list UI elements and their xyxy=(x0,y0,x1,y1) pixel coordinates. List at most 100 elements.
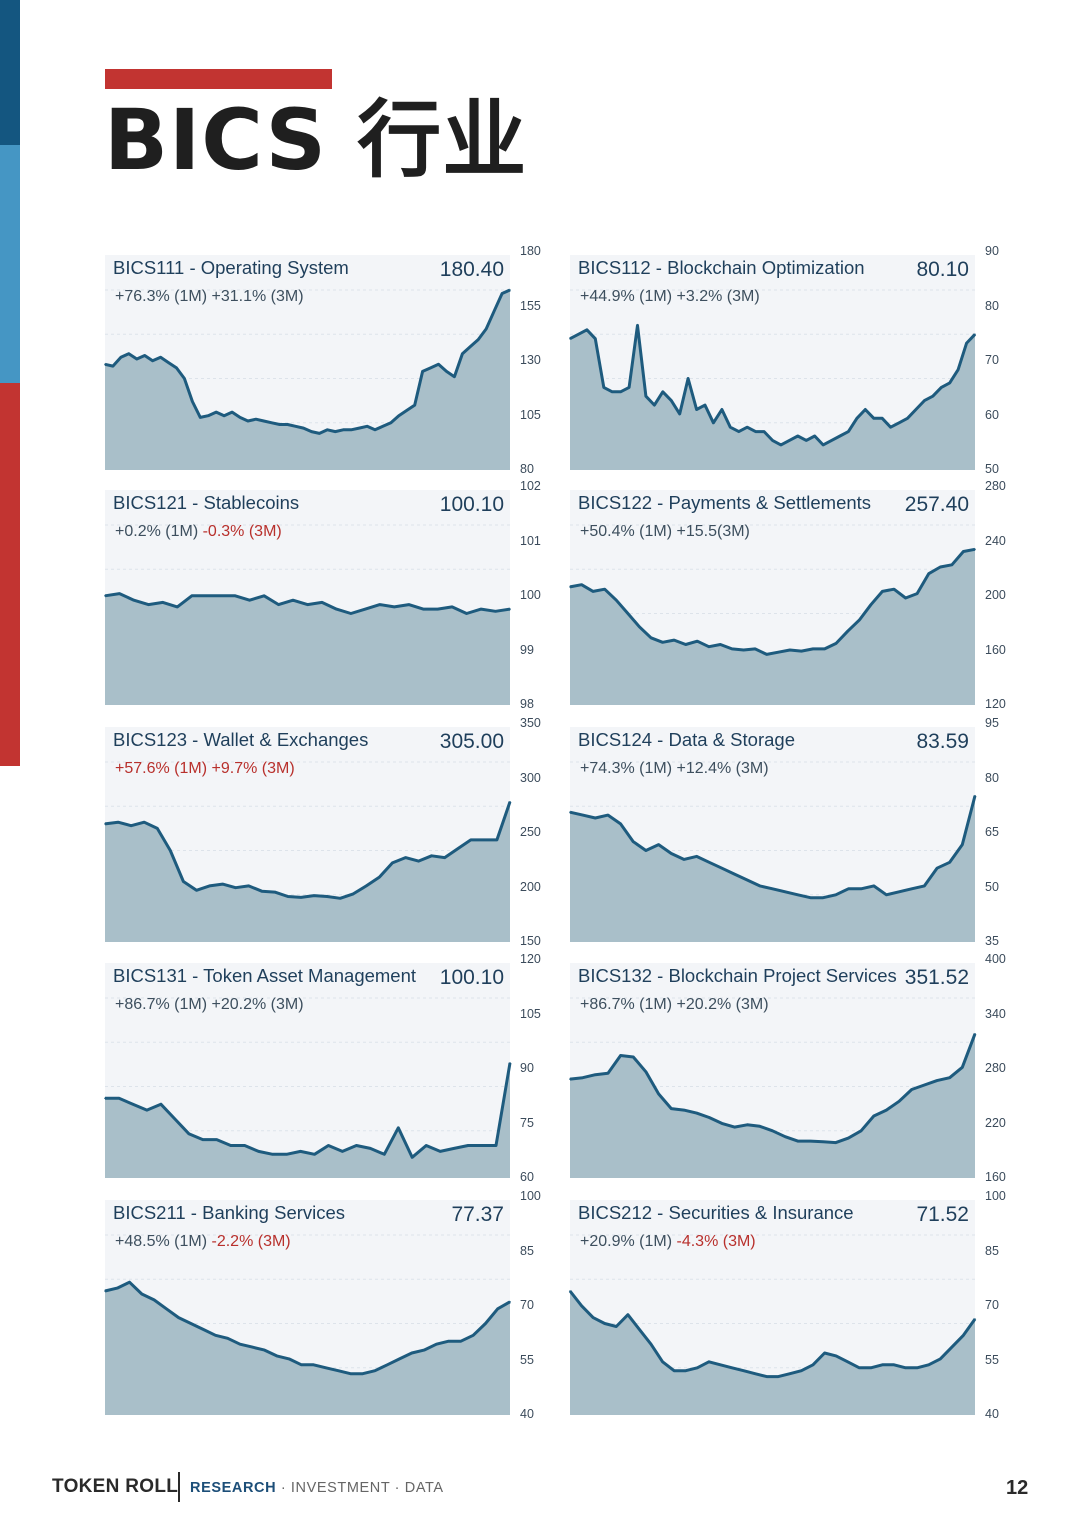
data-point xyxy=(916,592,918,595)
data-point xyxy=(881,417,883,420)
change-1m: +44.9% (1M) xyxy=(580,288,673,305)
data-point xyxy=(104,363,106,366)
data-point xyxy=(696,1367,699,1369)
data-point xyxy=(847,1137,850,1139)
data-point xyxy=(619,823,622,825)
y-tick-label: 105 xyxy=(520,407,541,422)
data-point xyxy=(835,1141,837,1144)
series-area xyxy=(105,593,510,705)
data-point xyxy=(299,1150,302,1153)
data-point xyxy=(231,411,233,413)
change-summary: +48.5% (1M) -2.2% (3M) xyxy=(115,1233,291,1251)
data-point xyxy=(777,1375,780,1378)
data-point xyxy=(780,444,782,446)
data-point xyxy=(183,377,186,380)
y-tick-label: 100 xyxy=(520,588,541,602)
page-number: 12 xyxy=(1006,1477,1029,1499)
chart-title: BICS123 - Wallet & Exchanges xyxy=(113,729,369,750)
data-point xyxy=(653,404,656,406)
data-point xyxy=(287,895,289,898)
data-point xyxy=(789,1372,791,1375)
data-point xyxy=(581,814,584,816)
data-point xyxy=(835,1355,837,1357)
y-tick-label: 80 xyxy=(985,298,999,313)
data-point xyxy=(219,595,222,597)
data-point xyxy=(177,1316,180,1319)
data-point xyxy=(765,653,768,656)
data-point xyxy=(923,885,926,887)
data-point xyxy=(132,1103,134,1105)
data-point xyxy=(480,608,482,610)
change-summary: +76.3% (1M) +31.1% (3M) xyxy=(115,288,304,306)
data-point xyxy=(974,548,976,551)
last-value: 100.10 xyxy=(439,493,504,516)
data-point xyxy=(199,416,202,419)
data-point xyxy=(318,432,321,435)
data-point xyxy=(302,427,305,429)
change-3m: +31.1% (3M) xyxy=(211,288,304,305)
data-point xyxy=(355,1144,358,1147)
series-area xyxy=(105,801,510,942)
data-point xyxy=(885,1109,888,1111)
data-point xyxy=(673,639,675,641)
data-point xyxy=(423,1349,425,1351)
data-point xyxy=(128,352,130,355)
data-point xyxy=(436,608,439,610)
data-point xyxy=(951,564,953,566)
change-3m: +3.2% (3M) xyxy=(676,288,760,305)
data-point xyxy=(627,1313,629,1316)
data-point xyxy=(822,1141,824,1143)
data-point xyxy=(188,1132,190,1135)
last-value: 100.10 xyxy=(439,966,504,989)
data-point xyxy=(398,1358,401,1360)
footer-tagline: RESEARCH · INVESTMENT · DATA xyxy=(190,1480,444,1496)
data-point xyxy=(195,889,198,892)
data-point xyxy=(174,1118,176,1120)
data-point xyxy=(335,608,338,610)
data-point xyxy=(797,894,799,896)
chart-panel-bics131: BICS131 - Token Asset Management 100.10 +8… xyxy=(104,963,512,1178)
data-point xyxy=(580,583,583,586)
data-point xyxy=(645,849,647,852)
data-point xyxy=(684,1369,687,1372)
y-tick-label: 102 xyxy=(520,479,541,493)
data-point xyxy=(429,367,432,369)
chart-title: BICS124 - Data & Storage xyxy=(578,729,795,750)
data-point xyxy=(759,885,761,887)
data-point xyxy=(325,1367,327,1369)
chart-title: BICS211 - Banking Services xyxy=(113,1202,346,1223)
change-1m: +76.3% (1M) xyxy=(115,288,208,305)
data-point xyxy=(594,337,597,340)
y-tick-label: 200 xyxy=(985,588,1006,602)
data-point xyxy=(881,590,884,593)
y-tick-label: 220 xyxy=(985,1115,1006,1130)
data-point xyxy=(721,1122,723,1125)
data-point xyxy=(721,408,723,411)
chart-plot xyxy=(569,289,977,470)
data-point xyxy=(581,1076,584,1079)
data-point xyxy=(408,603,410,606)
chart-title: BICS112 - Blockchain Optimization xyxy=(578,257,865,278)
change-3m: +9.7% (3M) xyxy=(211,760,295,777)
data-point xyxy=(366,425,368,428)
data-point xyxy=(627,612,629,615)
data-point xyxy=(746,1124,748,1126)
data-point xyxy=(116,1287,119,1289)
data-point xyxy=(151,360,154,362)
data-point xyxy=(153,1299,155,1301)
change-1m: +86.7% (1M) xyxy=(115,996,208,1013)
data-point xyxy=(932,395,934,397)
data-point xyxy=(398,414,400,417)
data-point xyxy=(326,429,329,431)
last-value: 257.40 xyxy=(904,493,969,516)
data-point xyxy=(247,885,250,887)
data-point xyxy=(846,630,849,632)
data-point xyxy=(447,1340,450,1342)
data-point xyxy=(456,847,459,850)
data-point xyxy=(327,1144,330,1147)
data-point xyxy=(839,435,841,437)
data-point xyxy=(661,1361,664,1363)
data-point xyxy=(754,430,757,433)
data-point xyxy=(326,895,328,898)
data-point xyxy=(286,423,289,426)
